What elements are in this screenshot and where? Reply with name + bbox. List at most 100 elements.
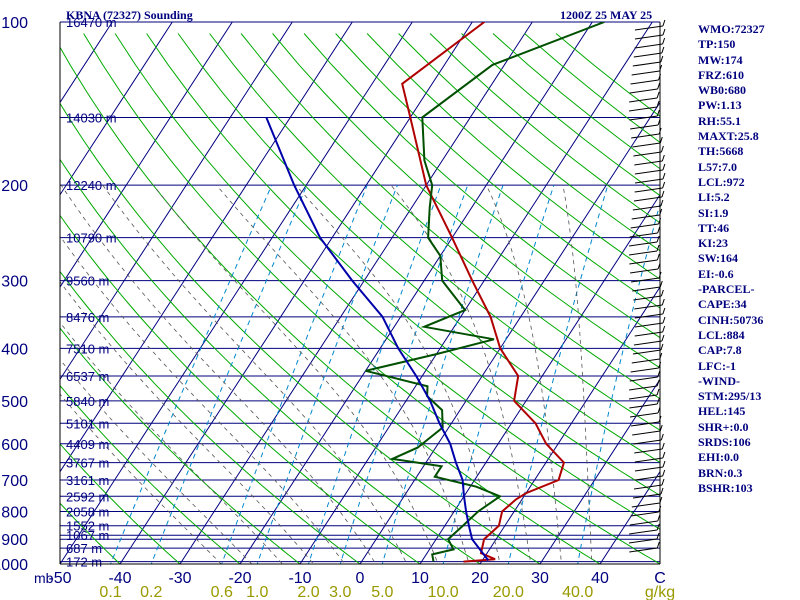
mixing-ratio-label: 1.0: [246, 584, 268, 600]
dry-adiabat: [60, 214, 421, 564]
mixing-ratio-labels: 0.1 0.2 0.6 1.0 2.0 3.0 5.0 10.0 20.0 40.0 g/kg: [99, 584, 675, 600]
mixing-ratio-lines: [109, 184, 660, 564]
stat-item: SRDS:106: [698, 435, 751, 450]
wind-barb-flag: [660, 199, 664, 207]
height-label: 1552 m: [66, 519, 109, 534]
pressure-label-700: 700: [1, 473, 28, 490]
isotherm: [60, 22, 353, 473]
pressure-label-600: 600: [1, 437, 28, 454]
dry-adiabat: [114, 33, 660, 530]
temp-tick-label: 20: [471, 570, 489, 587]
mixing-ratio-line: [577, 201, 660, 564]
wind-barb-flag: [662, 37, 666, 45]
mixing-ratio-label: 5.0: [371, 584, 393, 600]
wind-barb: [628, 250, 658, 256]
stat-item: CAP:7.8: [698, 343, 742, 358]
height-label: 16470 m: [66, 15, 117, 30]
temp-tick-label: -10: [288, 570, 311, 587]
wind-barb-flag: [656, 532, 660, 540]
mixing-ratio-label: 0.1: [99, 584, 121, 600]
wind-barb-flag: [661, 334, 665, 342]
wind-barb-flag: [662, 19, 666, 27]
pressure-label-1000: 1000: [0, 557, 28, 574]
wind-barb: [634, 187, 663, 193]
wind-barb: [634, 322, 664, 328]
wind-barb-flag: [660, 487, 664, 495]
mixing-ratio-line: [442, 185, 555, 564]
parcel-trace: [265, 117, 490, 562]
height-label: 1067 m: [66, 528, 109, 543]
wind-barb: [633, 151, 662, 157]
sounding-traces: [265, 22, 605, 563]
wind-barb-flag: [660, 343, 664, 351]
wind-barb-flag: [659, 280, 663, 288]
stat-item: MAXT:25.8: [698, 129, 759, 144]
wind-barb-flag: [656, 109, 660, 117]
dry-adiabat-lines: [60, 33, 660, 564]
pressure-label-800: 800: [1, 504, 28, 521]
stat-item: LFC:-1: [698, 358, 736, 373]
wind-barb-flag: [656, 541, 660, 549]
wind-barb: [632, 349, 662, 355]
mixing-ratio-line: [381, 185, 504, 564]
wind-barb: [630, 511, 659, 517]
wind-barb: [634, 160, 663, 166]
wind-barb-flag: [660, 55, 664, 63]
wind-barb: [629, 376, 658, 382]
wind-barb: [630, 268, 659, 274]
wind-barb: [629, 529, 658, 535]
mixing-ratio-label: 40.0: [562, 584, 593, 600]
stat-item: BRN:0.3: [698, 465, 743, 480]
isotherm: [239, 22, 593, 564]
wind-barb: [634, 475, 663, 481]
stat-item: SI:1.9: [698, 205, 729, 220]
dry-adiabat: [366, 33, 660, 280]
wind-barb-flag: [660, 289, 664, 297]
dry-adiabat: [60, 158, 481, 564]
pressure-label-300: 300: [1, 274, 28, 291]
stat-item: -WIND-: [698, 373, 740, 388]
wind-barb-flag: [659, 136, 663, 144]
dry-adiabat: [146, 33, 660, 497]
mixing-ratio-label: g/kg: [645, 584, 675, 600]
moist-adiabat: [295, 184, 501, 564]
moist-adiabat: [60, 184, 377, 564]
wind-barb: [633, 295, 662, 301]
dry-adiabat: [60, 102, 541, 564]
moist-adiabat: [60, 393, 222, 564]
wind-barb: [630, 223, 659, 229]
height-label: 3161 m: [66, 473, 109, 488]
wind-barb: [633, 439, 662, 445]
height-label: 4409 m: [66, 437, 109, 452]
wind-barb-flag: [656, 253, 660, 261]
wind-barb: [630, 367, 659, 373]
temp-tick-label: -20: [228, 570, 251, 587]
wind-barb: [631, 70, 660, 76]
wind-barb-flag: [661, 154, 665, 162]
wind-barb: [630, 79, 659, 85]
stat-item: RH:55.1: [698, 113, 741, 128]
height-label: 3767 m: [66, 456, 109, 471]
temp-tick-label: 10: [411, 570, 429, 587]
wind-barb-flag: [662, 460, 666, 468]
wind-barb: [629, 385, 658, 391]
mixing-ratio-line: [256, 185, 398, 564]
temp-tick-label: -50: [48, 570, 71, 587]
wind-barb-flag: [656, 244, 660, 252]
height-label: 10790 m: [66, 231, 117, 246]
stat-item: EI:-0.6: [698, 266, 734, 281]
temp-tick-label: -40: [108, 570, 131, 587]
wind-barb: [632, 430, 661, 436]
height-label: 5101 m: [66, 416, 109, 431]
pressure-label-400: 400: [1, 341, 28, 358]
height-label: 12240 m: [66, 178, 117, 193]
wind-barb: [628, 106, 658, 112]
wind-barb-flag: [661, 190, 665, 198]
wind-barb: [629, 259, 658, 265]
wind-barb: [634, 169, 663, 175]
wind-barb: [631, 214, 660, 220]
pressure-label-100: 100: [1, 15, 28, 32]
temp-tick-label: 0: [356, 570, 365, 587]
mixing-ratio-line: [109, 184, 273, 564]
